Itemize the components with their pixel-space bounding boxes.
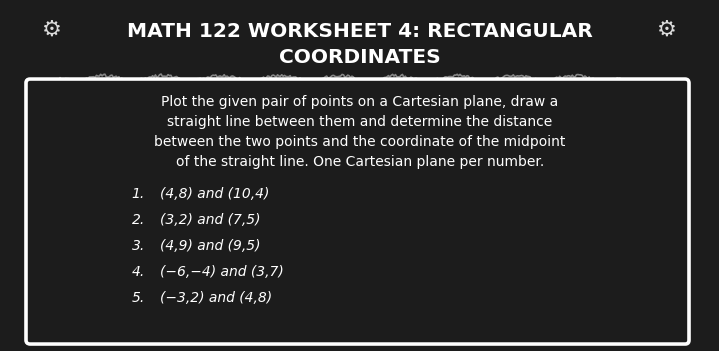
Text: ⚙: ⚙ — [657, 20, 677, 40]
Text: COORDINATES: COORDINATES — [279, 48, 441, 67]
Text: 5.: 5. — [132, 291, 145, 305]
Text: ⚙: ⚙ — [42, 20, 62, 40]
Text: 2.: 2. — [132, 213, 145, 227]
Text: Plot the given pair of points on a Cartesian plane, draw a
straight line between: Plot the given pair of points on a Carte… — [155, 95, 566, 169]
Text: (4,9) and (9,5): (4,9) and (9,5) — [160, 239, 260, 253]
Text: (4,8) and (10,4): (4,8) and (10,4) — [160, 187, 270, 201]
Text: 4.: 4. — [132, 265, 145, 279]
Text: MATH 122 WORKSHEET 4: RECTANGULAR: MATH 122 WORKSHEET 4: RECTANGULAR — [127, 22, 593, 41]
Text: 3.: 3. — [132, 239, 145, 253]
FancyBboxPatch shape — [26, 79, 689, 344]
Text: (−3,2) and (4,8): (−3,2) and (4,8) — [160, 291, 272, 305]
Text: 1.: 1. — [132, 187, 145, 201]
Text: (3,2) and (7,5): (3,2) and (7,5) — [160, 213, 260, 227]
Text: (−6,−4) and (3,7): (−6,−4) and (3,7) — [160, 265, 284, 279]
